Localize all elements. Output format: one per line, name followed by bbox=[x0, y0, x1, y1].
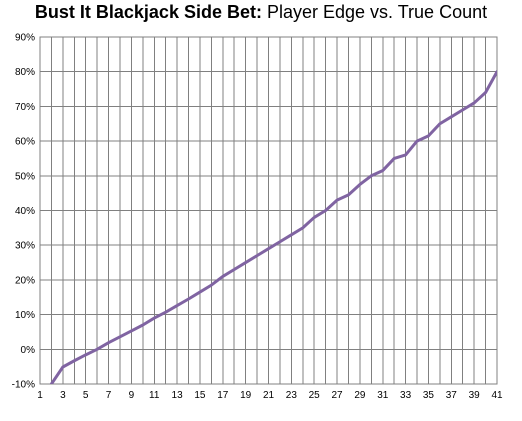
y-tick-label: 40% bbox=[15, 206, 35, 217]
x-tick-label: 11 bbox=[149, 390, 160, 401]
x-axis-tick-labels: 1 3 5 7 9 11 13 15 17 19 21 23 25 27 29 31 33 35 37 39 41 bbox=[37, 390, 503, 401]
x-tick-label: 27 bbox=[331, 390, 343, 401]
chart-title: Bust It Blackjack Side Bet: Player Edge … bbox=[0, 2, 522, 23]
y-tick-label: 90% bbox=[15, 33, 35, 44]
y-tick-label: 10% bbox=[15, 310, 35, 321]
y-tick-label: 30% bbox=[15, 241, 35, 252]
x-tick-label: 23 bbox=[286, 390, 298, 401]
x-tick-label: 1 bbox=[37, 390, 43, 401]
x-tick-label: 35 bbox=[423, 390, 435, 401]
series-layer bbox=[49, 70, 497, 384]
x-tick-label: 29 bbox=[354, 390, 366, 401]
x-tick-label: 15 bbox=[194, 390, 206, 401]
x-tick-label: 17 bbox=[217, 390, 229, 401]
series-line bbox=[49, 70, 497, 384]
x-tick-label: 25 bbox=[309, 390, 321, 401]
x-tick-label: 19 bbox=[240, 390, 252, 401]
y-tick-label: 0% bbox=[21, 345, 36, 356]
x-tick-label: 5 bbox=[83, 390, 89, 401]
y-tick-label: 70% bbox=[15, 102, 35, 113]
horizontal-gridlines bbox=[40, 71, 497, 350]
x-tick-label: 41 bbox=[491, 390, 503, 401]
x-tick-label: 3 bbox=[60, 390, 66, 401]
x-tick-label: 37 bbox=[446, 390, 458, 401]
x-tick-label: 13 bbox=[172, 390, 184, 401]
chart-title-rest: Player Edge vs. True Count bbox=[266, 2, 488, 22]
x-tick-label: 7 bbox=[106, 390, 112, 401]
y-tick-label: -10% bbox=[12, 380, 35, 391]
x-tick-label: 21 bbox=[263, 390, 275, 401]
y-tick-label: 80% bbox=[15, 67, 35, 78]
y-tick-label: 60% bbox=[15, 137, 35, 148]
x-tick-label: 9 bbox=[129, 390, 135, 401]
x-tick-label: 33 bbox=[400, 390, 412, 401]
x-tick-label: 39 bbox=[469, 390, 481, 401]
y-tick-label: 50% bbox=[15, 171, 35, 182]
chart-title-bold: Bust It Blackjack Side Bet: bbox=[34, 2, 262, 22]
x-tick-label: 31 bbox=[377, 390, 389, 401]
y-axis-tick-labels: 90% 80% 70% 60% 50% 40% 30% 20% 10% 0% -10% bbox=[12, 33, 35, 391]
y-tick-label: 20% bbox=[15, 275, 35, 286]
